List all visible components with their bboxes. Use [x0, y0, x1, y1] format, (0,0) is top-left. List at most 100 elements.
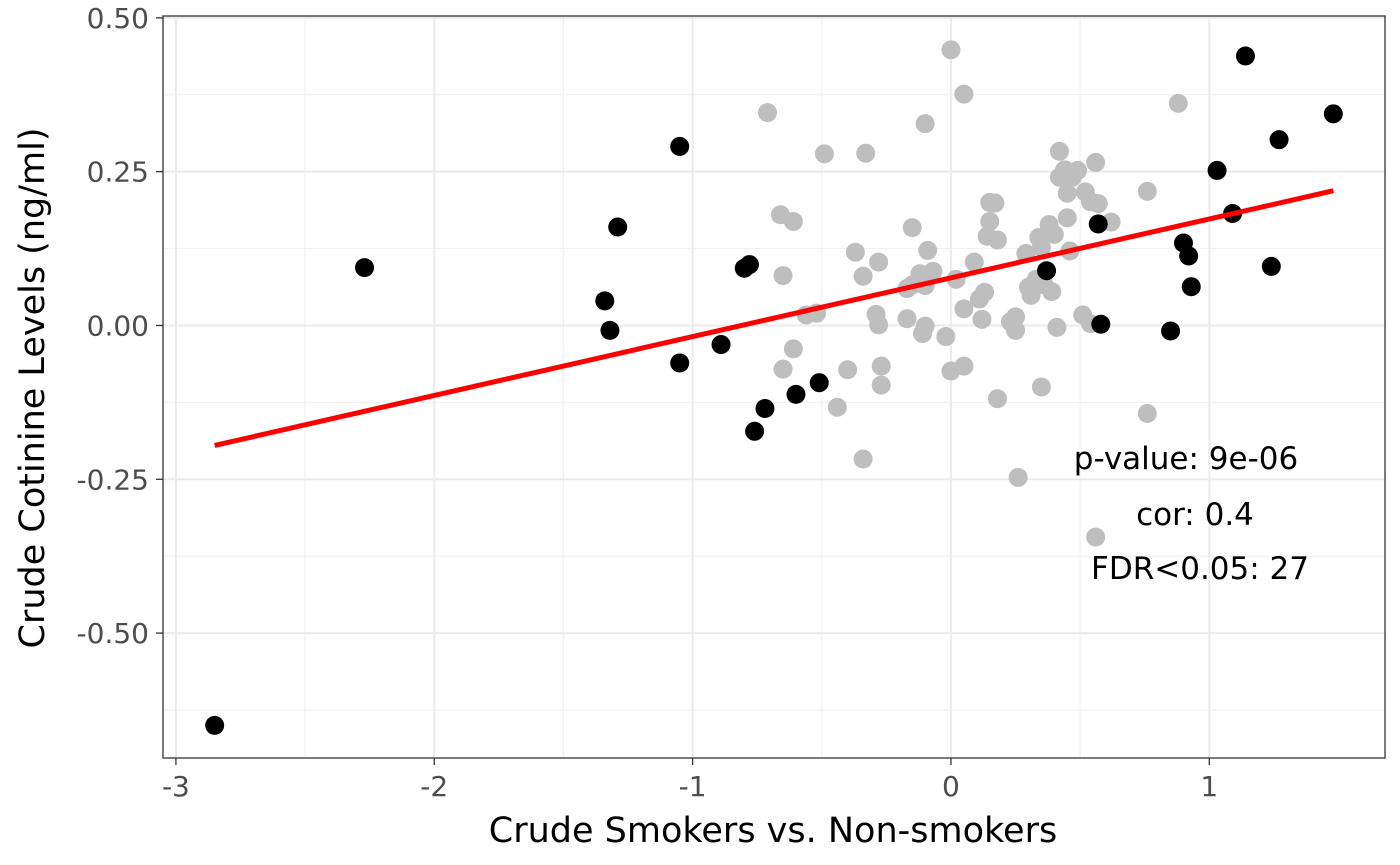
- data-point: [964, 252, 984, 272]
- x-tick-label: 0: [942, 770, 960, 803]
- data-point: [1086, 527, 1106, 547]
- regression-line: [214, 188, 1334, 448]
- data-point-significant: [670, 353, 690, 373]
- data-point: [1057, 183, 1077, 203]
- data-point-significant: [1037, 261, 1057, 281]
- y-tick-label: -0.25: [77, 463, 149, 496]
- data-point: [902, 218, 922, 238]
- data-point-significant: [809, 373, 829, 393]
- data-point-significant: [786, 384, 806, 404]
- data-point: [1008, 467, 1028, 487]
- data-point: [975, 282, 995, 302]
- data-point: [1068, 160, 1088, 180]
- data-point: [783, 339, 803, 359]
- data-point-significant: [1179, 246, 1199, 266]
- data-point: [936, 327, 956, 347]
- data-point-significant: [1161, 321, 1181, 341]
- y-tick-label: -0.50: [77, 617, 149, 650]
- x-tick-label: 1: [1200, 770, 1218, 803]
- data-point-significant: [600, 320, 620, 340]
- data-point: [1018, 277, 1038, 297]
- data-point: [941, 40, 961, 60]
- data-point-significant: [595, 291, 615, 311]
- data-point-significant: [755, 399, 775, 419]
- data-point: [1049, 141, 1069, 161]
- x-axis: -3 -2 -1 0 1: [162, 758, 1218, 803]
- data-point-significant: [1091, 314, 1111, 334]
- y-tick-label: 0.25: [87, 156, 149, 189]
- data-point-significant: [734, 258, 754, 278]
- data-point: [1137, 403, 1157, 423]
- annotation-pvalue: p-value: 9e-06: [1074, 441, 1298, 477]
- x-tick-label: -1: [679, 770, 707, 803]
- data-point: [783, 211, 803, 231]
- data-point: [954, 356, 974, 376]
- data-point-significant: [205, 715, 225, 735]
- data-point: [853, 266, 873, 286]
- data-point: [1088, 194, 1108, 214]
- data-point: [972, 309, 992, 329]
- data-point-significant: [1181, 277, 1201, 297]
- data-point: [954, 84, 974, 104]
- data-point: [987, 230, 1007, 250]
- data-point: [773, 359, 793, 379]
- data-point: [954, 299, 974, 319]
- data-point: [869, 252, 889, 272]
- data-point-significant: [1269, 130, 1289, 150]
- x-axis-title: Crude Smokers vs. Non-smokers: [489, 811, 1057, 851]
- data-point: [1044, 224, 1064, 244]
- data-point: [871, 375, 891, 395]
- data-point-significant: [711, 335, 731, 355]
- x-tick-label: -3: [162, 770, 190, 803]
- panel-border: [162, 15, 1386, 759]
- points-fdr: [205, 46, 1343, 735]
- data-point: [1086, 152, 1106, 172]
- data-point: [845, 242, 865, 262]
- data-point-significant: [1088, 214, 1108, 234]
- data-point: [871, 356, 891, 376]
- data-point-significant: [608, 217, 628, 237]
- y-tick-label: 0.50: [87, 2, 149, 35]
- data-point: [1031, 377, 1051, 397]
- y-tick-label: 0.00: [87, 309, 149, 342]
- data-point: [918, 240, 938, 260]
- data-point: [1034, 275, 1054, 295]
- annotation-fdr-count: FDR<0.05: 27: [1091, 551, 1309, 587]
- data-point: [1006, 320, 1026, 340]
- y-axis-title: Crude Cotinine Levels (ng/ml): [13, 127, 53, 648]
- data-point: [1031, 237, 1051, 257]
- data-point-significant: [1261, 256, 1281, 276]
- data-point: [980, 211, 1000, 231]
- annotation-cor: cor: 0.4: [1136, 497, 1254, 533]
- data-point: [1168, 93, 1188, 113]
- data-point: [758, 103, 778, 123]
- data-point: [1006, 307, 1026, 327]
- data-point: [869, 315, 889, 335]
- data-point: [923, 261, 943, 281]
- data-point: [773, 266, 793, 286]
- data-point-significant: [355, 258, 375, 278]
- data-point: [915, 114, 935, 134]
- minor-gridlines: [163, 16, 1385, 758]
- major-gridlines: [163, 16, 1385, 758]
- data-point: [897, 309, 917, 329]
- data-point-significant: [1323, 104, 1343, 124]
- data-point: [856, 143, 876, 163]
- data-point: [985, 193, 1005, 213]
- data-point: [827, 397, 847, 417]
- data-point: [987, 389, 1007, 409]
- x-tick-label: -2: [420, 770, 448, 803]
- data-point-significant: [1207, 160, 1227, 180]
- data-point: [913, 323, 933, 343]
- data-point: [838, 360, 858, 380]
- data-point-significant: [1235, 46, 1255, 66]
- data-point-significant: [745, 421, 765, 441]
- data-point: [1057, 208, 1077, 228]
- data-point: [1047, 317, 1067, 337]
- data-point: [853, 449, 873, 469]
- data-point: [1137, 181, 1157, 201]
- data-point-significant: [670, 136, 690, 156]
- y-axis: 0.50 0.25 0.00 -0.25 -0.50: [77, 2, 163, 650]
